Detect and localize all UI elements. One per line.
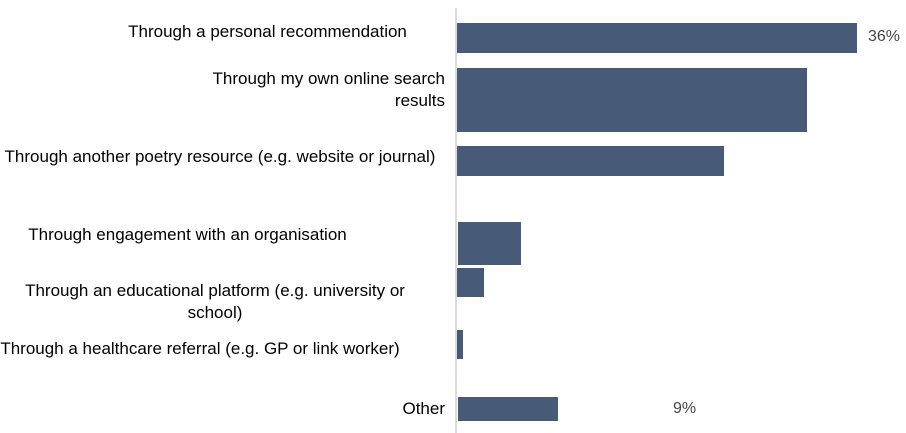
bar [457,23,857,53]
category-label: Through an educational platform (e.g. un… [25,281,405,322]
bar [458,222,522,265]
bar [457,268,484,297]
bar [457,146,724,176]
value-label: 36% [868,28,901,45]
bar [458,397,558,421]
category-label: Through another poetry resource (e.g. we… [4,147,436,166]
category-label: Through a healthcare referral (e.g. GP o… [0,339,400,358]
axis-line [455,8,457,433]
category-label: Other [402,399,445,418]
bar [457,330,463,359]
category-label: Through engagement with an organisation [28,225,347,244]
category-label: Through my own online search results [212,69,445,110]
value-label: 9% [673,400,697,417]
bar [457,68,807,132]
category-label: Through a personal recommendation [128,22,407,41]
